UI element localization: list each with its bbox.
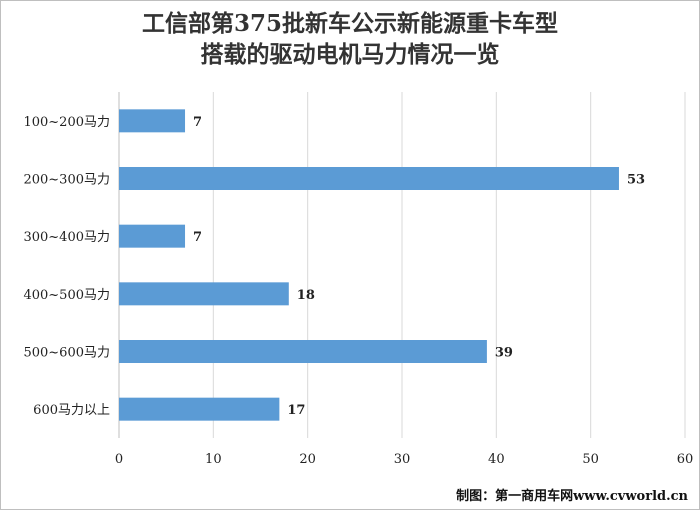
category-label-1: 100~200马力 xyxy=(23,115,110,130)
bar-2 xyxy=(119,167,619,190)
chart-title-line-1: 工信部第375批新车公示新能源重卡车型 xyxy=(141,10,558,37)
category-label-3: 300~400马力 xyxy=(23,230,110,245)
value-label-2: 53 xyxy=(627,173,645,188)
x-tick-label-30: 30 xyxy=(394,452,411,467)
value-label-3: 7 xyxy=(193,230,202,245)
category-label-6: 600马力以上 xyxy=(33,403,110,418)
x-tick-label-50: 50 xyxy=(582,452,599,467)
value-label-4: 18 xyxy=(297,288,315,303)
bar-4 xyxy=(119,282,289,306)
x-tick-label-0: 0 xyxy=(115,452,123,467)
x-tick-label-20: 20 xyxy=(299,452,316,467)
bar-3 xyxy=(119,224,186,248)
x-tick-label-10: 10 xyxy=(205,452,222,467)
bar-1 xyxy=(119,109,186,133)
x-tick-label-60: 60 xyxy=(677,452,694,467)
category-label-5: 500~600马力 xyxy=(23,346,110,361)
chart-title-line-2: 搭载的驱动电机马力情况一览 xyxy=(200,41,500,68)
chart-title: 工信部第375批新车公示新能源重卡车型 搭载的驱动电机马力情况一览 xyxy=(0,8,700,70)
chart-credit: 制图：第一商用车网www.cvworld.cn xyxy=(456,489,688,504)
bar-5 xyxy=(119,340,487,363)
category-label-2: 200~300马力 xyxy=(23,173,110,188)
category-label-4: 400~500马力 xyxy=(23,288,110,303)
bar-6 xyxy=(119,397,280,421)
value-label-1: 7 xyxy=(193,115,202,130)
value-label-6: 17 xyxy=(287,403,305,418)
value-label-5: 39 xyxy=(495,346,513,361)
x-tick-label-40: 40 xyxy=(488,452,505,467)
